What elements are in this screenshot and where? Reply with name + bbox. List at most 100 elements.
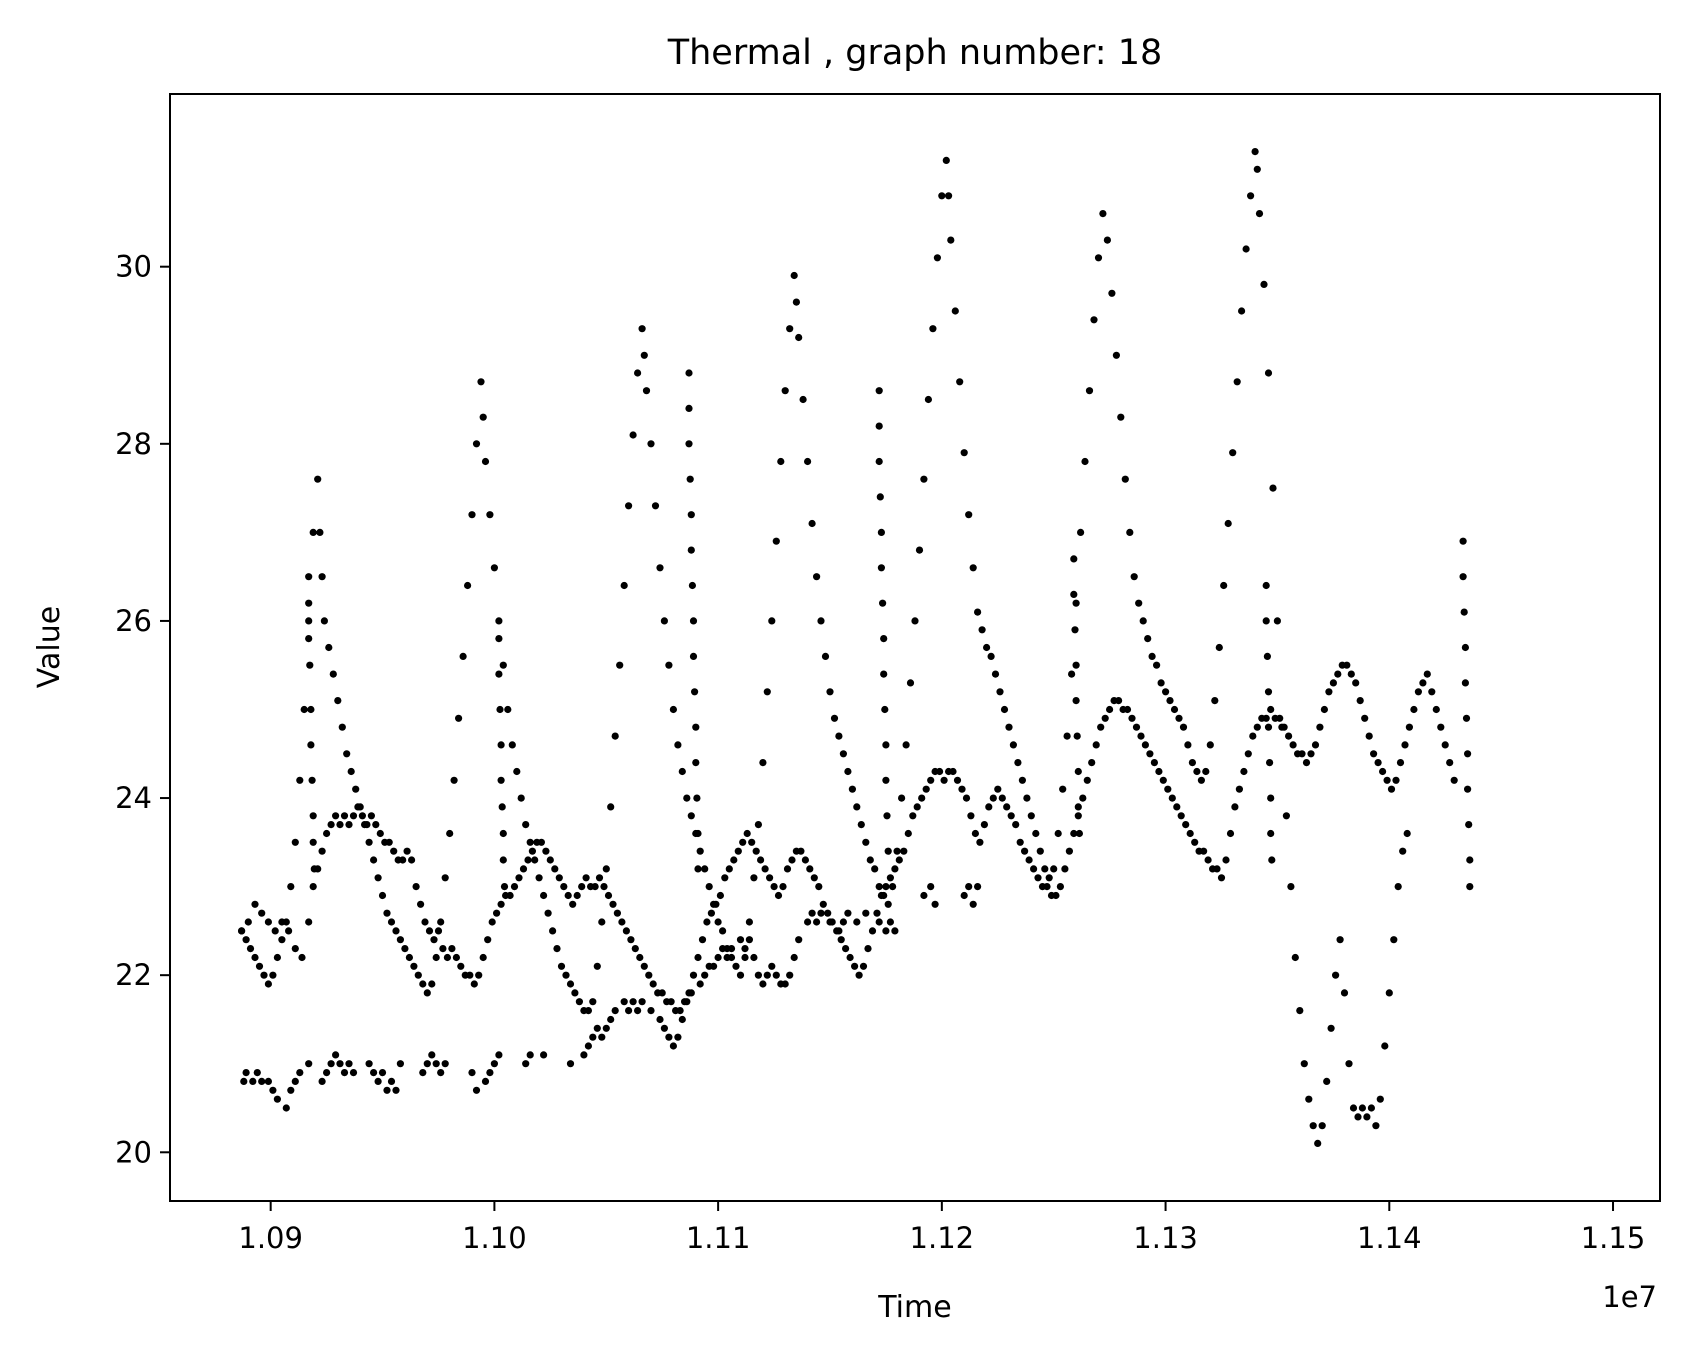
data-point [859, 962, 868, 970]
data-point [1285, 732, 1293, 740]
data-point [320, 617, 328, 625]
data-point [383, 1086, 391, 1094]
data-point [242, 936, 250, 944]
data-point [1273, 617, 1281, 625]
data-point [1025, 856, 1033, 864]
data-point [938, 192, 946, 200]
data-point [996, 688, 1004, 696]
data-point [732, 962, 740, 970]
data-point [285, 927, 293, 935]
data-point [1262, 581, 1270, 590]
data-point [273, 953, 281, 962]
data-point [271, 927, 279, 935]
data-point [768, 617, 776, 625]
data-point [669, 705, 678, 714]
data-point [884, 847, 892, 855]
data-point [622, 927, 631, 935]
data-point [1242, 245, 1250, 253]
data-point [1166, 697, 1174, 705]
data-point [1045, 874, 1053, 882]
data-point [607, 803, 615, 811]
data-point [1056, 883, 1064, 891]
data-point [1003, 803, 1011, 811]
data-point [1123, 705, 1132, 714]
data-point [374, 874, 382, 882]
data-point [985, 803, 993, 811]
data-point [719, 945, 727, 953]
data-point [1090, 316, 1098, 324]
data-point [305, 918, 313, 926]
data-point [1021, 847, 1029, 855]
data-point [602, 865, 610, 873]
data-point [1460, 608, 1468, 616]
data-point [687, 546, 695, 554]
data-point [432, 953, 440, 962]
data-point [945, 192, 953, 200]
data-point [1238, 307, 1246, 315]
data-point [316, 528, 324, 537]
data-point [352, 785, 360, 793]
data-point [788, 856, 796, 864]
data-point [815, 883, 823, 891]
data-point [768, 962, 776, 970]
data-point [1083, 776, 1091, 784]
data-point [1175, 714, 1183, 722]
data-point [1399, 847, 1407, 855]
data-point [710, 900, 718, 908]
data-point [1034, 874, 1042, 882]
data-point [495, 635, 503, 643]
data-point [423, 1060, 431, 1068]
x-tick-label: 1.13 [1133, 1221, 1198, 1255]
data-point [365, 838, 373, 846]
data-point [269, 1086, 277, 1094]
data-point [1016, 838, 1024, 846]
data-point [1070, 555, 1078, 563]
data-point [611, 732, 619, 740]
data-point [1340, 989, 1349, 997]
data-point [689, 617, 698, 625]
data-point [526, 1051, 534, 1059]
data-point [625, 1007, 633, 1015]
data-point [1204, 856, 1212, 864]
data-point [332, 1051, 340, 1059]
data-point [900, 847, 908, 855]
data-point [1464, 750, 1472, 758]
data-point [638, 998, 646, 1006]
data-point [345, 821, 353, 829]
data-point [853, 918, 861, 926]
data-point [949, 767, 957, 776]
data-point [1139, 617, 1147, 625]
data-point [810, 874, 818, 882]
data-point [779, 883, 787, 891]
data-point [282, 918, 290, 926]
data-point [443, 953, 451, 962]
data-point [804, 918, 812, 926]
y-tick-label: 26 [115, 604, 152, 638]
data-point [367, 812, 375, 820]
data-point [875, 387, 883, 395]
data-point [1041, 865, 1049, 873]
data-point [486, 511, 494, 519]
data-point [705, 883, 713, 891]
data-point [361, 821, 369, 829]
data-point [513, 767, 521, 776]
data-point [873, 909, 881, 917]
data-point [645, 971, 653, 979]
data-point [387, 918, 396, 926]
data-point [1403, 829, 1411, 838]
data-point [1229, 449, 1237, 457]
data-point [844, 767, 852, 776]
data-point [1065, 847, 1073, 855]
data-point [886, 874, 895, 882]
data-point [1383, 776, 1391, 784]
data-point [1260, 280, 1268, 288]
data-point [537, 838, 546, 846]
data-point [508, 741, 516, 749]
data-point [920, 475, 928, 483]
data-point [736, 936, 745, 944]
data-point [1390, 936, 1398, 944]
data-point [862, 909, 870, 917]
data-point [347, 767, 355, 776]
data-point [1217, 874, 1226, 882]
